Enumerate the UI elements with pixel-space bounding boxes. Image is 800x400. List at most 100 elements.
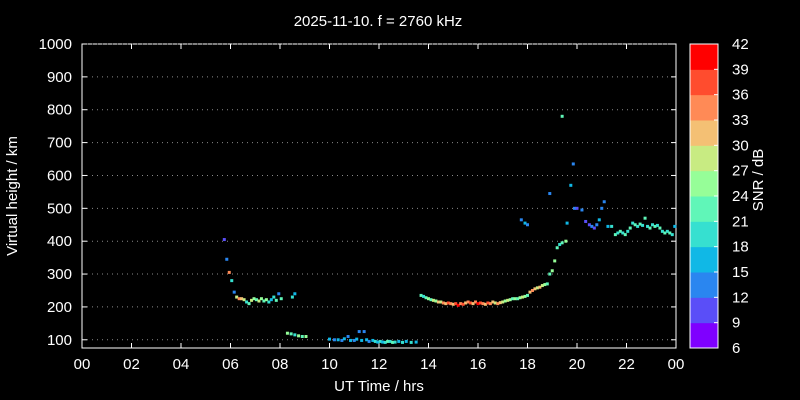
y-tick-label: 1000 [39,36,72,53]
x-tick-label: 18 [519,356,536,373]
data-point [481,302,485,306]
data-point [526,293,529,297]
data-point [476,302,480,306]
data-point [587,223,591,227]
data-point [365,338,369,342]
data-point [355,337,359,341]
data-point [424,296,428,300]
x-tick-label: 12 [371,356,388,373]
data-point [616,231,620,235]
data-point [483,302,487,306]
data-point [636,224,640,228]
data-point [459,302,463,306]
colorbar-swatch [690,170,718,197]
x-tick-label: 02 [123,356,140,373]
colorbar-tick-label: 6 [732,340,740,357]
data-point [610,224,614,228]
data-point [451,302,455,306]
y-tick-label: 500 [47,200,72,217]
x-axis-label: UT Time / hrs [334,378,424,395]
data-point [540,284,544,288]
data-point [227,270,231,274]
data-point [290,295,294,299]
data-point [668,231,672,235]
data-point [386,339,390,343]
data-point [663,231,667,235]
data-point [665,229,669,233]
data-point [511,297,515,301]
data-point [269,298,273,302]
plot-frame [81,43,677,349]
data-point [516,297,520,301]
data-point [571,162,575,166]
data-point [393,340,397,344]
colorbar-tick-label: 27 [732,163,749,180]
colorbar-swatch [690,246,718,273]
data-point [277,292,281,296]
data-point [501,300,505,304]
data-point [464,301,468,305]
data-point [293,292,297,296]
data-point [498,301,502,305]
data-point [628,226,632,230]
data-point [274,298,278,302]
y-tick-label: 200 [47,299,72,316]
data-point [300,334,304,338]
colorbar: 6 9 12 15 18 21 24 27 30 33 36 39 42 [689,36,749,357]
x-tick-label: 04 [173,356,190,373]
data-point [388,339,392,343]
data-point [641,223,645,227]
data-point [436,300,440,304]
data-point [237,297,241,301]
data-point [431,298,435,302]
data-point [518,296,522,300]
data-point [429,298,433,302]
data-point [360,338,364,342]
data-point [225,257,229,261]
data-point [232,290,236,294]
data-point [600,206,604,210]
x-tick-label: 06 [222,356,239,373]
data-point [328,337,331,341]
data-point [496,302,500,306]
x-tick-label: 10 [321,356,338,373]
data-point [446,301,450,305]
data-point [621,231,625,235]
data-point [252,297,256,301]
data-point [267,300,271,304]
data-point [526,223,529,227]
data-point [521,295,525,299]
data-point [653,224,657,228]
colorbar-tick-label: 42 [732,36,749,53]
y-tick-label: 800 [47,102,72,119]
data-point [646,224,650,228]
x-tick-label: 22 [618,356,635,373]
data-point [633,223,637,227]
data-point [673,224,677,228]
data-point [538,285,542,289]
data-point [530,288,534,292]
data-point [247,302,251,306]
data-point [449,302,453,306]
data-point [346,334,350,338]
data-point [257,299,261,303]
data-point [555,246,559,250]
data-point [230,279,234,283]
data-point [548,272,552,276]
data-point [279,297,283,301]
data-point [545,282,549,286]
data-point [580,208,584,212]
y-axis-label: Virtual height / km [4,136,21,256]
data-point [650,223,654,227]
colorbar-swatch [690,272,718,298]
colorbar-tick-label: 39 [732,61,749,78]
data-point [444,302,448,306]
y-tick-label: 900 [47,69,72,86]
data-point [222,238,226,242]
data-point [250,298,254,302]
data-point [439,300,443,304]
colorbar-tick-label: 12 [732,289,749,306]
data-point [503,299,507,303]
colorbar-swatch [690,145,718,172]
